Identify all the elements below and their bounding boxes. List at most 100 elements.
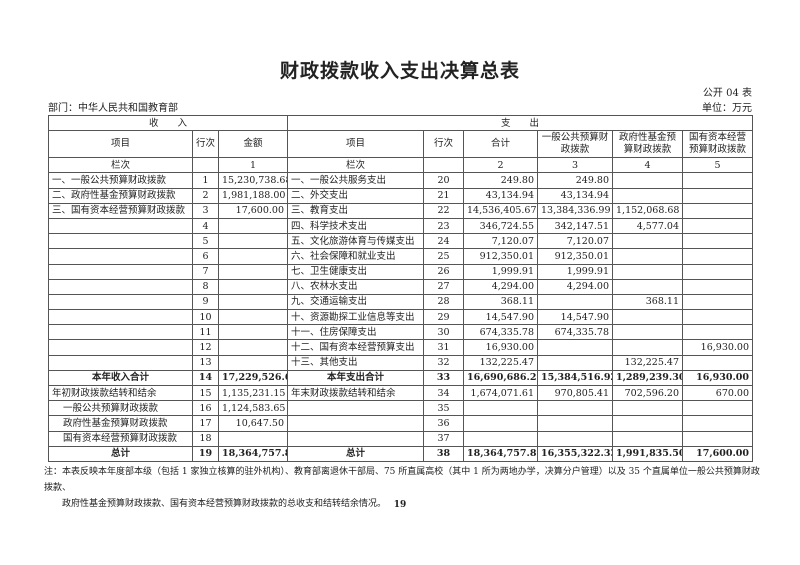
amount-header: 金额 (217, 130, 289, 159)
empty-cell (192, 157, 219, 174)
expense-total: 16,690,686.22 (463, 369, 539, 387)
expense-total: 43,134.94 (463, 187, 539, 204)
expense-row-no: 35 (423, 400, 465, 417)
department-label: 部门：中华人民共和国教育部 (48, 103, 178, 114)
income-amount (217, 233, 289, 250)
total-header: 合计 (463, 130, 539, 159)
income-row-no: 12 (192, 339, 219, 356)
expense-row-no: 23 (423, 217, 465, 235)
state-capital-amount (682, 324, 754, 341)
income-item-header: 项目 (48, 130, 193, 159)
expense-row-no: 38 (423, 445, 465, 462)
general-budget-amount (537, 400, 614, 417)
empty-cell (423, 157, 465, 174)
state-capital-amount (682, 217, 754, 235)
income-item: 三、国有资本经营预算财政拨款 (48, 202, 193, 219)
income-amount (217, 293, 289, 311)
expense-total: 346,724.55 (463, 217, 539, 235)
table-row: 6 六、社会保障和就业支出 25 912,350.01 912,350.01 (48, 248, 754, 265)
expense-item: 五、文化旅游体育与传媒支出 (287, 233, 425, 250)
expense-item: 八、农林水支出 (287, 278, 425, 295)
unit-label: 单位：万元 (702, 103, 752, 114)
fund-budget-amount: 702,596.20 (612, 384, 684, 402)
general-budget-amount (537, 415, 614, 432)
income-row-no: 7 (192, 263, 219, 280)
table-row: 国有资本经营预算财政拨款 18 37 (48, 430, 754, 447)
fund-budget-amount: 1,152,068.68 (612, 202, 684, 219)
state-capital-amount (682, 309, 754, 326)
income-header: 收 入 (47, 114, 289, 132)
general-budget-amount: 15,384,516.92 (537, 369, 614, 387)
general-budget-amount: 43,134.94 (537, 187, 614, 204)
expense-total: 4,294.00 (463, 278, 539, 295)
expense-row-no: 25 (423, 248, 465, 265)
state-capital-amount (682, 202, 754, 219)
income-item: 本年收入合计 (48, 369, 193, 387)
general-budget-amount: 14,547.90 (537, 309, 614, 326)
expense-item: 十、资源勘探工业信息等支出 (287, 309, 425, 326)
income-amount: 10,647.50 (217, 415, 289, 432)
table-row: 12 十二、国有资本经营预算支出 31 16,930.00 16,930.00 (48, 339, 754, 356)
state-capital-amount: 16,930.00 (682, 369, 754, 387)
general-budget-amount: 970,805.41 (537, 384, 614, 402)
income-row-no: 8 (192, 278, 219, 295)
fund-budget-amount (612, 309, 684, 326)
fund-budget-header: 政府性基金预算财政拨款 (612, 130, 684, 159)
column-number: 2 (463, 157, 539, 174)
footnote-line: 注：本表反映本年度部本级（包括 1 家独立核算的驻外机构）、教育部离退休干部局、… (44, 467, 760, 493)
income-row-no: 4 (192, 217, 219, 235)
income-amount: 17,600.00 (217, 202, 289, 219)
state-capital-amount: 670.00 (682, 384, 754, 402)
table-row: 一、一般公共预算财政拨款 1 15,230,738.68 一、一般公共服务支出 20 24… (48, 172, 754, 189)
expense-item: 十三、其他支出 (287, 354, 425, 371)
general-budget-amount: 4,294.00 (537, 278, 614, 295)
column-number: 3 (537, 157, 614, 174)
column-label: 栏次 (287, 157, 425, 174)
income-row-no-header: 行次 (192, 130, 219, 159)
state-capital-amount: 16,930.00 (682, 339, 754, 356)
fund-budget-amount: 4,577.04 (612, 217, 684, 235)
general-budget-amount (537, 354, 614, 371)
state-capital-amount (682, 400, 754, 417)
income-amount (217, 430, 289, 447)
state-capital-amount: 17,600.00 (682, 445, 754, 462)
table-row: 年初财政拨款结转和结余 15 1,135,231.15 年末财政拨款结转和结余 34 1,… (48, 384, 754, 402)
expense-row-no: 33 (423, 369, 465, 387)
general-budget-amount: 674,335.78 (537, 324, 614, 341)
income-row-no: 9 (192, 293, 219, 311)
income-item: 一、一般公共预算财政拨款 (48, 172, 193, 189)
income-row-no: 16 (192, 400, 219, 417)
column-number: 5 (682, 157, 754, 174)
general-budget-amount: 16,355,322.33 (537, 445, 614, 462)
income-row-no: 13 (192, 354, 219, 371)
expense-item: 二、外交支出 (287, 187, 425, 204)
state-capital-amount (682, 263, 754, 280)
expense-item (287, 400, 425, 417)
expense-total: 249.80 (463, 172, 539, 189)
expense-item: 六、社会保障和就业支出 (287, 248, 425, 265)
expense-item: 九、交通运输支出 (287, 293, 425, 311)
table-row: 总计1918,364,757.83总计3818,364,757.8316,355… (48, 445, 754, 462)
expense-total: 368.11 (463, 293, 539, 311)
expense-row-no: 27 (423, 278, 465, 295)
income-item (48, 278, 193, 295)
expense-row-no: 34 (423, 384, 465, 402)
fund-budget-amount (612, 430, 684, 447)
table-row: 9 九、交通运输支出 28 368.11 368.11 (48, 293, 754, 311)
form-number: 公开 04 表 (702, 88, 752, 99)
table-row: 政府性基金预算财政拨款 17 10,647.50 36 (48, 415, 754, 432)
income-item: 总计 (48, 445, 193, 462)
state-capital-amount (682, 293, 754, 311)
general-budget-amount (537, 293, 614, 311)
general-budget-amount: 13,384,336.99 (537, 202, 614, 219)
income-row-no: 18 (192, 430, 219, 447)
column-number-row: 栏次 1 栏次 2 3 4 5 (48, 157, 754, 174)
income-row-no: 17 (192, 415, 219, 432)
footnote-line: 政府性基金预算财政拨款、国有资本经营预算财政拨款的总收支和结转结余情况。 (62, 499, 387, 509)
page-title: 财政拨款收入支出决算总表 (279, 60, 520, 82)
expense-item (287, 430, 425, 447)
income-amount (217, 339, 289, 356)
expense-row-no: 22 (423, 202, 465, 219)
table-row: 5 五、文化旅游体育与传媒支出 24 7,120.07 7,120.07 (48, 233, 754, 250)
expense-total: 1,999.91 (463, 263, 539, 280)
